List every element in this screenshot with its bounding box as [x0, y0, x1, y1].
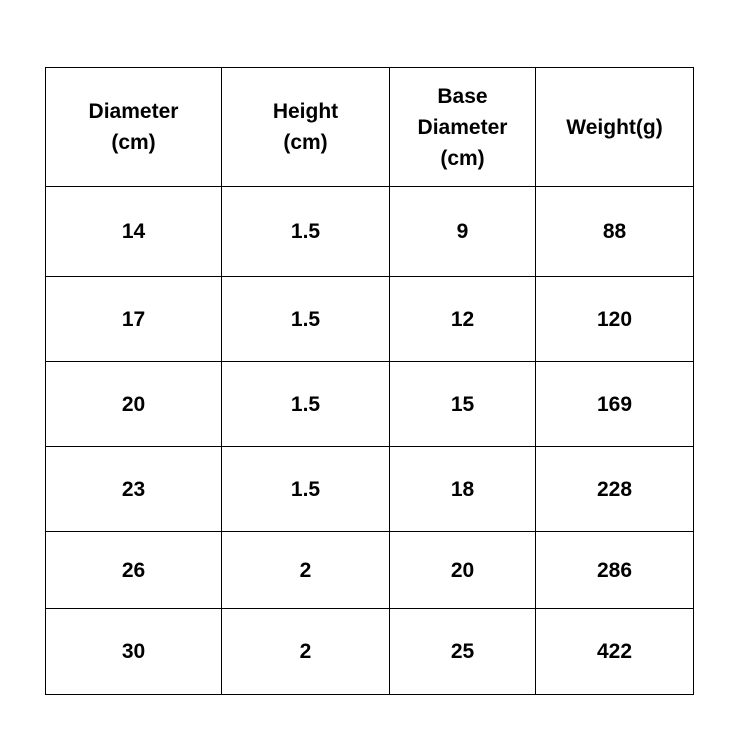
table-cell: 1.5 [221, 446, 390, 532]
table-cell: 30 [45, 608, 222, 695]
table-cell: 23 [45, 446, 222, 532]
table-cell: 2 [221, 608, 390, 695]
table-cell: 20 [389, 531, 536, 609]
header-text: Height [272, 100, 339, 123]
table-cell: 120 [535, 276, 694, 362]
table-cell: 15 [389, 361, 536, 447]
table-row: 30 2 25 422 [45, 608, 694, 695]
header-text: (cm) [440, 146, 485, 170]
table-row: 20 1.5 15 169 [45, 361, 694, 447]
table-cell: 1.5 [221, 186, 390, 277]
header-text: (cm) [283, 131, 328, 154]
table-cell: 20 [45, 361, 222, 447]
header-text: Diameter [417, 115, 508, 139]
table-row: 23 1.5 18 228 [45, 446, 694, 532]
table-cell: 17 [45, 276, 222, 362]
table-cell: 9 [389, 186, 536, 277]
table-row: 17 1.5 12 120 [45, 276, 694, 362]
table-cell: 228 [535, 446, 694, 532]
header-weight: Weight(g) [535, 67, 694, 187]
table-cell: 88 [535, 186, 694, 277]
table-cell: 169 [535, 361, 694, 447]
table-cell: 25 [389, 608, 536, 695]
header-text: Weight(g) [566, 115, 663, 139]
table-cell: 18 [389, 446, 536, 532]
header-diameter: Diameter (cm) [45, 67, 222, 187]
table-cell: 1.5 [221, 361, 390, 447]
table-cell: 286 [535, 531, 694, 609]
header-base-diameter: Base Diameter (cm) [389, 67, 536, 187]
table-cell: 26 [45, 531, 222, 609]
table-cell: 14 [45, 186, 222, 277]
header-row: Diameter (cm) Height (cm) Base Diameter (cm)… [45, 67, 694, 187]
header-height: Height (cm) [221, 67, 390, 187]
size-table: Diameter (cm) Height (cm) Base Diameter (cm)… [45, 67, 694, 695]
table-cell: 1.5 [221, 276, 390, 362]
header-text: (cm) [111, 131, 156, 154]
table-cell: 12 [389, 276, 536, 362]
table-row: 14 1.5 9 88 [45, 186, 694, 277]
header-text: Diameter [88, 100, 179, 123]
table-cell: 422 [535, 608, 694, 695]
table-row: 26 2 20 286 [45, 531, 694, 609]
table-cell: 2 [221, 531, 390, 609]
header-text: Base [437, 84, 488, 108]
